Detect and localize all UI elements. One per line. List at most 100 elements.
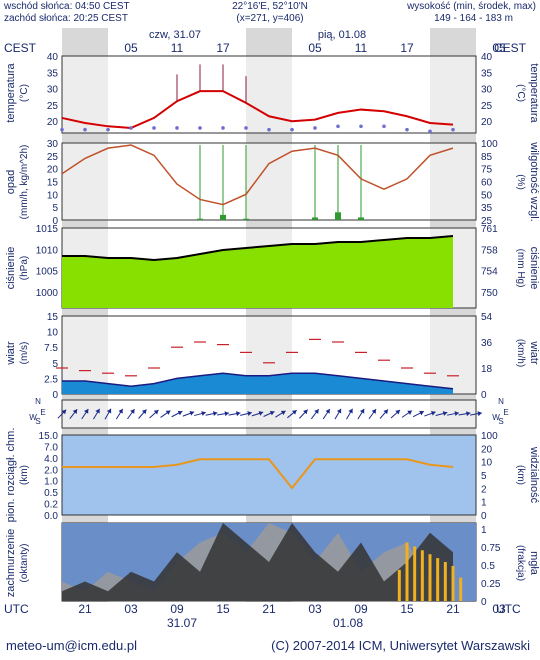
day1-label: czw, 31.07 <box>149 29 201 41</box>
fog-unit-right: (frakcja) <box>515 545 526 581</box>
wind-arrow <box>69 408 78 420</box>
wind-arrow-head <box>224 411 229 417</box>
wind-arrow-head <box>269 410 275 416</box>
wind-arrow <box>263 410 275 417</box>
precip-tick: 30 <box>47 139 59 150</box>
visibility-tick: 100 <box>481 431 498 442</box>
cloudbase-tick: 2.0 <box>44 465 58 476</box>
temperature-left-tick: 25 <box>47 101 59 112</box>
wind-arrow <box>240 411 252 416</box>
contact-email[interactable]: meteo-um@icm.edu.pl <box>6 638 137 653</box>
wind-arrow <box>182 410 195 417</box>
fog-tick: 0.5 <box>481 561 495 572</box>
wind-arrow-head <box>291 410 297 415</box>
visibility-tick: 0 <box>481 511 487 522</box>
wind-arrow <box>310 408 320 420</box>
wind-arrow-head <box>383 409 388 415</box>
pressure-left-tick: 1000 <box>36 288 59 299</box>
wind-arrow-head <box>419 410 424 416</box>
temperature-right-tick: 30 <box>481 85 493 96</box>
wind-arrow <box>390 409 401 419</box>
wind-arrow <box>171 410 183 418</box>
sunrise-text: wschód słońca: 04:50 CEST <box>3 1 130 12</box>
cloudbase-tick: 0.5 <box>44 488 58 499</box>
temperature-unit-left: (°C) <box>19 84 30 102</box>
top-hour-label: 05 <box>492 41 506 55</box>
wind-arrow <box>228 411 241 417</box>
wind-arrow <box>205 411 218 417</box>
clouds-label-left: zachmurzenie <box>5 529 17 597</box>
winddir-letters-right: W N S E <box>492 397 508 426</box>
wind-arrow <box>357 408 365 420</box>
temperature-line <box>61 90 454 129</box>
wind-arrow-head <box>454 411 459 417</box>
cloudbase-tick: 1.0 <box>44 477 58 488</box>
visibility-tick: 1 <box>481 498 487 509</box>
wind-arrow <box>57 409 67 419</box>
fog-tick: 0 <box>481 597 487 608</box>
wind-arrow <box>379 409 389 419</box>
wind-arrow <box>160 410 171 418</box>
humidity-tick: 50 <box>481 190 493 201</box>
cloudbase-tick: 4.0 <box>44 454 58 465</box>
wind-arrow-head <box>95 408 100 414</box>
sunset-text: zachód słońca: 20:25 CEST <box>4 13 128 24</box>
humidity-tick: 75 <box>481 165 493 176</box>
visibility-tick: 5 <box>481 471 487 482</box>
temperature-right-tick: 35 <box>481 68 493 79</box>
wind-right-tick: 0 <box>481 390 487 401</box>
cloudbase-axis-labels: pion. rozciągł. chm. (km) widzialność (k… <box>5 428 540 523</box>
wind-arrow <box>149 409 159 419</box>
fog-label-right: mgła <box>528 551 540 576</box>
bottom-date-2: 01.08 <box>333 616 363 630</box>
precip-tick: 10 <box>47 190 59 201</box>
temperature-axis-labels: temperatura (°C) temperatura (°C) <box>5 62 540 123</box>
winddir-letter-s-left: S <box>35 417 40 426</box>
wind-arrow <box>251 410 264 417</box>
pressure-left-tick: 1010 <box>36 245 59 256</box>
temperature-left-tick: 40 <box>47 52 59 63</box>
top-hour-label: 17 <box>216 41 230 55</box>
pressure-unit-right: (mm Hg) <box>515 249 526 288</box>
wind-arrow-head <box>348 408 353 414</box>
wind-axis-labels: wiatr (m/s) wiatr (km/h) <box>5 339 540 367</box>
wind-arrow-head <box>325 408 330 414</box>
cloudbase-tick: 0.2 <box>44 500 58 511</box>
wind-arrow-head <box>314 409 319 414</box>
visibility-line <box>62 458 454 490</box>
dewpoint-point <box>382 124 386 129</box>
cloudbase-label-left: pion. rozciągł. chm. <box>5 428 17 523</box>
winddir-letters-left: W N S E <box>29 397 45 426</box>
dewpoint-point <box>198 126 202 130</box>
humidity-label-right: wilgotność wzgl. <box>528 141 540 221</box>
dewpoint-point <box>221 126 225 130</box>
precip-axis-labels: opad (mm/h, kg/m^2h) wilgotność wzgl. (%… <box>5 141 540 221</box>
wind-arrow-head <box>189 410 195 416</box>
winddir-letter-e-right: E <box>503 408 508 417</box>
dewpoint-point <box>244 126 248 130</box>
bottom-hour-label: 09 <box>354 602 368 616</box>
clouds-unit-left: (oktanty) <box>19 544 30 583</box>
bottom-hour-label: 15 <box>216 602 230 616</box>
pressure-right-tick: 761 <box>481 224 498 235</box>
wind-arrow-head <box>118 408 123 414</box>
wind-arrow <box>346 408 353 420</box>
precip-tick: 25 <box>47 152 59 163</box>
wind-arrow <box>368 408 377 420</box>
dewpoint-point <box>106 127 110 132</box>
humidity-tick: 85 <box>481 152 493 163</box>
wind-arrow-head <box>336 408 342 414</box>
wind-arrow-head <box>407 410 412 415</box>
wind-arrow-head <box>212 411 218 417</box>
wind-arrow-head <box>303 409 308 415</box>
wind-arrow-head <box>130 409 135 414</box>
wind-arrow-head <box>72 409 78 414</box>
fog-bar <box>405 542 409 601</box>
fog-tick: 0.75 <box>481 543 501 554</box>
wind-arrow-head <box>201 411 206 416</box>
dewpoint-point <box>290 127 294 132</box>
clouds-axis-labels: zachmurzenie (oktanty) mgła (frakcja) <box>5 529 540 597</box>
tz-top-left: CEST <box>4 41 37 55</box>
wind-line <box>62 372 454 390</box>
fog-tick: 0.25 <box>481 579 501 590</box>
